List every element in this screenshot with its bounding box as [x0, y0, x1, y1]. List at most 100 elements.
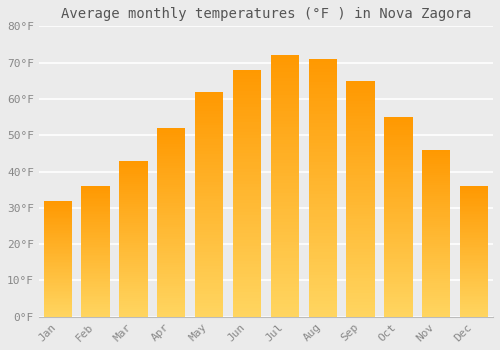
Bar	[233, 113, 261, 116]
Bar	[233, 101, 261, 104]
Bar	[233, 119, 261, 122]
Bar	[82, 309, 110, 310]
Bar	[119, 303, 148, 305]
Bar	[270, 75, 299, 78]
Bar	[119, 196, 148, 198]
Bar	[195, 131, 224, 134]
Bar	[422, 239, 450, 241]
Bar	[384, 309, 412, 312]
Bar	[157, 147, 186, 149]
Bar	[82, 209, 110, 211]
Bar	[384, 175, 412, 177]
Bar	[384, 160, 412, 162]
Bar	[422, 196, 450, 198]
Bar	[384, 202, 412, 204]
Bar	[195, 241, 224, 244]
Bar	[157, 293, 186, 295]
Bar	[346, 299, 375, 302]
Bar	[308, 172, 337, 175]
Bar	[270, 111, 299, 114]
Bar	[233, 271, 261, 274]
Bar	[119, 307, 148, 309]
Bar	[82, 246, 110, 248]
Bar	[44, 313, 72, 314]
Bar	[157, 138, 186, 140]
Bar	[384, 287, 412, 289]
Bar	[422, 273, 450, 275]
Bar	[460, 250, 488, 251]
Bar	[82, 197, 110, 199]
Bar	[157, 175, 186, 177]
Bar	[422, 304, 450, 306]
Bar	[346, 258, 375, 261]
Bar	[308, 239, 337, 243]
Bar	[119, 205, 148, 208]
Bar	[157, 246, 186, 248]
Bar	[384, 270, 412, 272]
Bar	[460, 191, 488, 193]
Bar	[384, 239, 412, 242]
Bar	[460, 240, 488, 241]
Bar	[308, 243, 337, 246]
Bar	[195, 306, 224, 308]
Bar	[460, 295, 488, 297]
Bar	[384, 302, 412, 304]
Bar	[157, 168, 186, 170]
Bar	[270, 124, 299, 127]
Bar	[82, 229, 110, 230]
Bar	[308, 265, 337, 268]
Bar	[195, 145, 224, 148]
Bar	[233, 230, 261, 233]
Bar	[233, 227, 261, 230]
Bar	[308, 78, 337, 82]
Bar	[422, 171, 450, 173]
Bar	[422, 175, 450, 177]
Bar	[346, 110, 375, 113]
Bar	[44, 232, 72, 234]
Bar	[460, 273, 488, 274]
Bar	[422, 241, 450, 244]
Bar	[44, 211, 72, 212]
Bar	[157, 208, 186, 211]
Bar	[346, 102, 375, 104]
Bar	[422, 177, 450, 179]
Bar	[346, 169, 375, 172]
Bar	[119, 217, 148, 219]
Bar	[195, 258, 224, 260]
Bar	[44, 263, 72, 265]
Bar	[195, 92, 224, 94]
Bar	[346, 228, 375, 231]
Bar	[44, 222, 72, 224]
Bar	[422, 200, 450, 202]
Bar	[195, 156, 224, 159]
Bar	[460, 270, 488, 271]
Bar	[346, 84, 375, 87]
Bar	[422, 231, 450, 233]
Bar	[308, 178, 337, 181]
Bar	[346, 90, 375, 92]
Bar	[195, 230, 224, 232]
Bar	[422, 160, 450, 162]
Bar	[270, 284, 299, 287]
Bar	[82, 281, 110, 282]
Bar	[233, 264, 261, 267]
Bar	[460, 202, 488, 204]
Bar	[422, 286, 450, 288]
Bar	[195, 184, 224, 187]
Bar	[44, 212, 72, 214]
Bar	[460, 294, 488, 295]
Bar	[346, 252, 375, 255]
Bar	[233, 184, 261, 187]
Bar	[195, 111, 224, 114]
Bar	[44, 202, 72, 203]
Bar	[384, 209, 412, 212]
Bar	[270, 251, 299, 255]
Bar	[460, 278, 488, 279]
Bar	[460, 281, 488, 282]
Bar	[233, 162, 261, 166]
Bar	[460, 189, 488, 191]
Bar	[233, 85, 261, 89]
Bar	[44, 230, 72, 231]
Bar	[157, 180, 186, 182]
Bar	[308, 291, 337, 294]
